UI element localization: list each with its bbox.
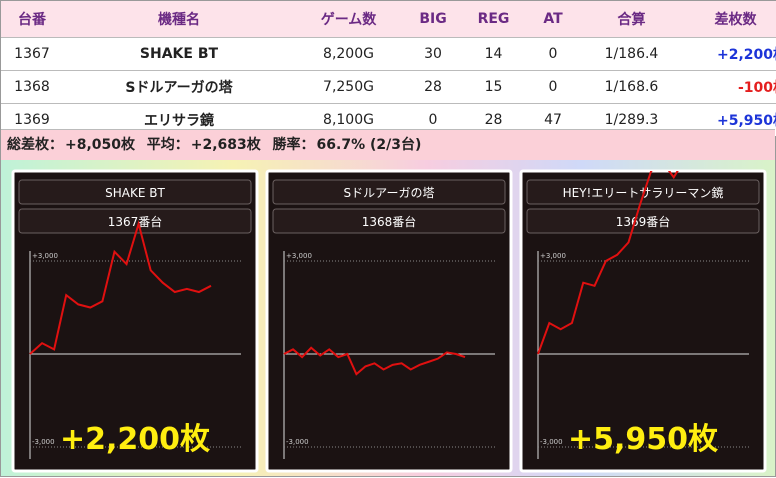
- title-bar: [272, 179, 506, 205]
- column-header: AT: [523, 1, 583, 38]
- table-cell: 7,250G: [295, 70, 402, 104]
- table-cell: 14: [464, 37, 523, 71]
- data-line: [29, 220, 212, 355]
- column-header: 台番: [1, 1, 63, 38]
- table-cell: +2,200枚: [680, 37, 776, 71]
- result-label: +2,200枚: [60, 422, 210, 457]
- y-tick-label: -3,000: [32, 438, 55, 446]
- header-row: 台番 機種名 ゲーム数 BIG REG AT 合算 差枚数: [1, 1, 776, 38]
- table-cell: 0: [523, 70, 583, 104]
- panel: [519, 169, 767, 473]
- table-cell: 28: [402, 70, 464, 104]
- table-cell: 1368: [1, 70, 63, 104]
- summary-value: +2,683枚: [190, 137, 261, 153]
- y-tick-label: -3,000: [286, 438, 309, 446]
- table-cell: 0: [523, 37, 583, 71]
- column-header: BIG: [402, 1, 464, 38]
- title-bar: [18, 179, 252, 205]
- column-header: REG: [464, 1, 523, 38]
- column-header: 合算: [583, 1, 680, 38]
- table-cell: 8,200G: [295, 37, 402, 71]
- subtitle-bar: [272, 208, 506, 234]
- column-header: ゲーム数: [295, 1, 402, 38]
- summary-bar: 総差枚： +8,050枚 平均： +2,683枚 勝率： 66.7% (2/3台): [1, 129, 775, 160]
- table-cell: 30: [402, 37, 464, 71]
- panel: [265, 169, 513, 473]
- panel-title: SHAKE BT: [105, 186, 165, 200]
- y-tick-label: +3,000: [286, 252, 312, 260]
- y-tick-label: +3,000: [540, 252, 566, 260]
- table-cell: 15: [464, 70, 523, 104]
- table-cell: -100枚: [680, 70, 776, 104]
- table-cell: 1367: [1, 37, 63, 71]
- summary-value: +8,050枚: [65, 137, 136, 153]
- subtitle-bar: [526, 208, 760, 234]
- summary-value: 66.7% (2/3台): [316, 137, 422, 153]
- data-table: 台番 機種名 ゲーム数 BIG REG AT 合算 差枚数 1367 SHAKE BT 8,200G…: [1, 1, 776, 136]
- data-line: [537, 171, 679, 355]
- column-header: 機種名: [63, 1, 295, 38]
- result-label: +5,950枚: [568, 422, 718, 457]
- y-tick-label: -3,000: [540, 438, 563, 446]
- table-cell: SHAKE BT: [63, 37, 295, 71]
- table-cell: 1/168.6: [583, 70, 680, 104]
- data-line: [283, 346, 466, 376]
- panel: [11, 169, 259, 473]
- title-bar: [526, 179, 760, 205]
- panel-subtitle: 1368番台: [362, 214, 417, 229]
- table-cell: 1/186.4: [583, 37, 680, 71]
- panel-title: Sドルアーガの塔: [344, 186, 435, 200]
- table-cell: Sドルアーガの塔: [63, 70, 295, 104]
- subtitle-bar: [18, 208, 252, 234]
- panel-subtitle: 1367番台: [108, 214, 163, 229]
- summary-label: 平均：: [146, 137, 189, 153]
- panel-title: HEY!エリートサラリーマン鏡: [563, 185, 724, 200]
- column-header: 差枚数: [680, 1, 776, 38]
- y-tick-label: +3,000: [32, 252, 58, 260]
- panel-subtitle: 1369番台: [616, 214, 671, 229]
- summary-label: 総差枚：: [7, 137, 63, 153]
- summary-label: 勝率：: [272, 137, 315, 153]
